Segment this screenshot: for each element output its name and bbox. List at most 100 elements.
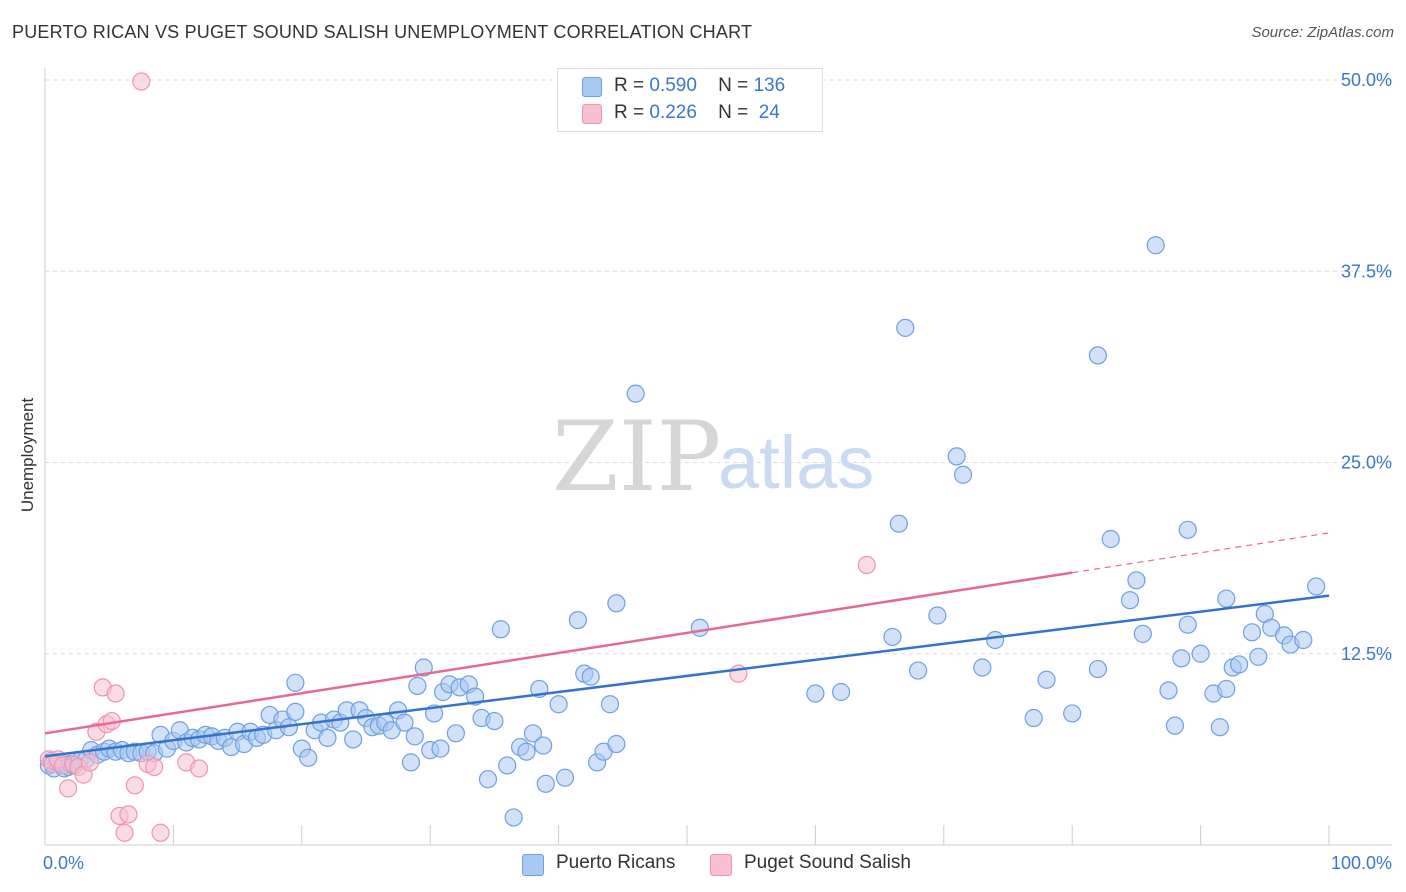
- data-point-puerto-ricans: [549, 695, 568, 714]
- data-point-puerto-ricans: [1294, 630, 1313, 650]
- data-point-puget-sound-salish: [119, 805, 138, 824]
- data-points: [39, 72, 1326, 842]
- data-point-puerto-ricans: [909, 661, 928, 680]
- watermark: ZIP atlas: [552, 401, 874, 513]
- r-value: 0.226: [649, 102, 697, 123]
- data-point-puerto-ricans: [1063, 704, 1082, 723]
- data-point-puerto-ricans: [446, 724, 465, 743]
- data-point-puerto-ricans: [504, 808, 523, 827]
- pink-swatch: [710, 854, 732, 876]
- data-point-puerto-ricans: [883, 627, 902, 647]
- data-point-puerto-ricans: [568, 610, 587, 630]
- data-point-puerto-ricans: [831, 682, 851, 702]
- data-point-puerto-ricans: [1037, 670, 1056, 689]
- source-label: Source: ZipAtlas.com: [1251, 24, 1394, 41]
- x-tick-label-max: 100.0%: [1331, 853, 1392, 873]
- data-point-puget-sound-salish: [189, 759, 209, 778]
- correlation-legend: R = 0.590 N = 136 R = 0.226 N = 24: [557, 68, 823, 132]
- blue-swatch: [522, 854, 544, 876]
- data-point-puget-sound-salish: [115, 823, 134, 842]
- data-point-puerto-ricans: [581, 667, 600, 686]
- data-point-puerto-ricans: [1159, 681, 1178, 700]
- data-point-puerto-ricans: [405, 727, 424, 746]
- x-tick-label-min: 0.0%: [43, 853, 84, 873]
- data-point-puerto-ricans: [1191, 644, 1210, 663]
- data-point-puerto-ricans: [1242, 623, 1262, 642]
- data-point-puerto-ricans: [286, 702, 305, 721]
- series-legend: Puerto Ricans Puget Sound Salish: [0, 852, 1406, 878]
- trend-lines: [44, 532, 1330, 758]
- data-point-puerto-ricans: [889, 514, 908, 533]
- data-point-puget-sound-salish: [132, 72, 151, 91]
- data-point-puerto-ricans: [600, 695, 620, 714]
- data-point-puerto-ricans: [395, 713, 414, 732]
- pink-swatch: [582, 104, 602, 124]
- data-point-puget-sound-salish: [59, 779, 78, 798]
- data-point-puerto-ricans: [1127, 571, 1146, 590]
- n-label: N =: [718, 75, 749, 96]
- data-point-puget-sound-salish: [106, 684, 125, 703]
- data-point-puerto-ricans: [478, 770, 498, 789]
- data-point-puget-sound-salish: [857, 555, 876, 575]
- r-label: R =: [614, 75, 645, 96]
- data-point-puerto-ricans: [1120, 591, 1140, 610]
- data-point-puerto-ricans: [690, 618, 709, 637]
- data-point-puerto-ricans: [1217, 679, 1236, 699]
- trend-line-puget-sound-salish: [44, 571, 1073, 735]
- data-point-puerto-ricans: [1210, 718, 1229, 737]
- data-point-puerto-ricans: [973, 658, 992, 677]
- data-point-puerto-ricans: [414, 658, 433, 677]
- data-point-puerto-ricans: [1230, 655, 1249, 674]
- data-point-puerto-ricans: [607, 734, 626, 754]
- tick-labels: 12.5% 25.0% 37.5% 50.0% 0.0% 100.0%: [43, 70, 1392, 873]
- data-point-puerto-ricans: [286, 673, 305, 692]
- data-point-puerto-ricans: [1088, 346, 1107, 365]
- data-point-puerto-ricans: [1217, 589, 1236, 608]
- data-point-puget-sound-salish: [80, 753, 100, 772]
- data-point-puerto-ricans: [299, 748, 318, 767]
- watermark-zip: ZIP: [552, 401, 721, 513]
- data-point-puerto-ricans: [401, 753, 421, 772]
- data-point-puerto-ricans: [1133, 624, 1152, 643]
- data-point-puget-sound-salish: [145, 757, 164, 777]
- data-point-puerto-ricans: [555, 768, 575, 787]
- n-value: 136: [753, 75, 786, 96]
- data-point-puerto-ricans: [517, 742, 536, 761]
- data-point-puerto-ricans: [1165, 716, 1185, 735]
- y-tick-label: 25.0%: [1341, 453, 1392, 473]
- data-point-puerto-ricans: [431, 739, 450, 758]
- data-point-puerto-ricans: [523, 724, 543, 743]
- data-point-puerto-ricans: [344, 730, 363, 749]
- data-point-puerto-ricans: [1101, 529, 1120, 549]
- data-point-puerto-ricans: [1178, 520, 1197, 539]
- data-point-puerto-ricans: [953, 465, 973, 484]
- data-point-puerto-ricans: [318, 728, 337, 748]
- n-label: N =: [718, 102, 749, 123]
- r-label: R =: [614, 102, 645, 123]
- data-point-puget-sound-salish: [151, 823, 170, 842]
- data-point-puerto-ricans: [498, 756, 517, 775]
- legend-label: Puerto Ricans: [556, 852, 676, 873]
- data-point-puerto-ricans: [607, 594, 626, 613]
- data-point-puerto-ricans: [1307, 577, 1326, 596]
- data-point-puerto-ricans: [928, 606, 947, 625]
- data-point-puerto-ricans: [491, 620, 510, 639]
- data-point-puerto-ricans: [485, 711, 504, 731]
- trend-line-puerto-ricans: [44, 594, 1330, 758]
- data-point-puerto-ricans: [986, 630, 1005, 650]
- data-point-puerto-ricans: [626, 384, 645, 403]
- chart-title: PUERTO RICAN VS PUGET SOUND SALISH UNEMP…: [12, 22, 753, 42]
- data-point-puerto-ricans: [534, 736, 553, 755]
- legend-label: Puget Sound Salish: [744, 852, 911, 873]
- r-value: 0.590: [649, 75, 697, 96]
- data-point-puerto-ricans: [1088, 659, 1107, 679]
- data-point-puerto-ricans: [1178, 615, 1197, 634]
- data-point-puget-sound-salish: [125, 776, 144, 795]
- data-point-puerto-ricans: [1146, 236, 1165, 255]
- y-tick-label: 37.5%: [1341, 261, 1392, 281]
- data-point-puerto-ricans: [806, 684, 825, 703]
- data-point-puerto-ricans: [1172, 649, 1191, 668]
- n-value: 24: [758, 102, 780, 123]
- axes: [44, 68, 1392, 846]
